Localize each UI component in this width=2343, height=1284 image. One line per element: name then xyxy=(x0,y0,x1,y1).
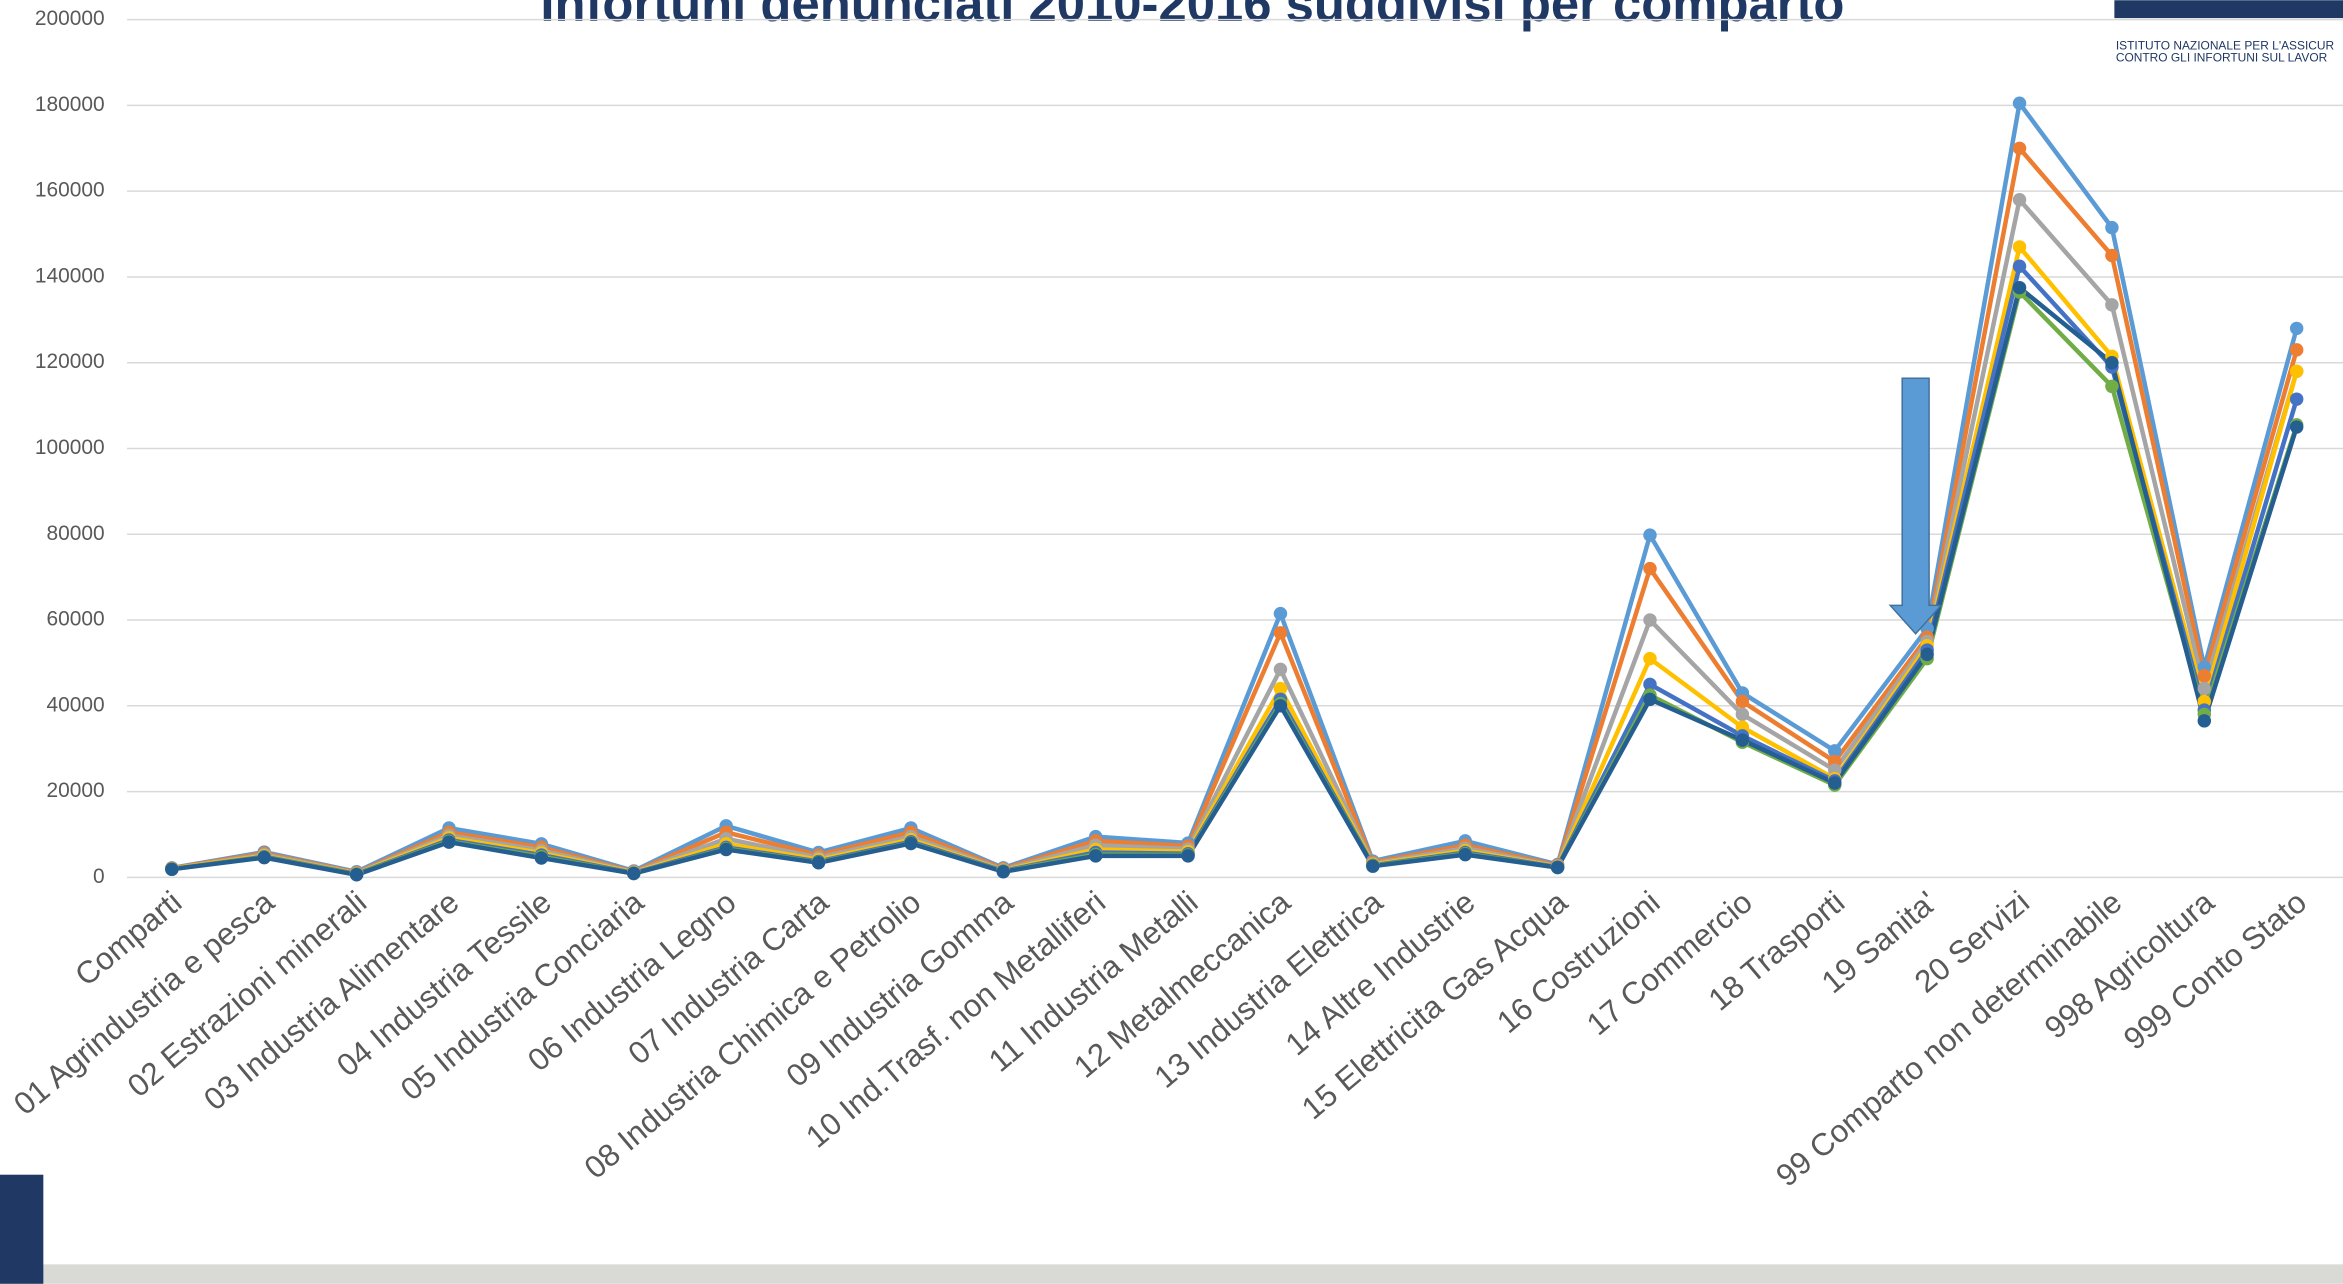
series-marker xyxy=(1643,561,1657,576)
y-tick-label: 60000 xyxy=(46,608,104,631)
series-marker xyxy=(1273,662,1288,677)
logo-mark xyxy=(2114,0,2343,19)
series-marker xyxy=(2289,420,2304,434)
y-tick-label: 20000 xyxy=(46,779,104,802)
series-marker xyxy=(2105,220,2119,235)
series-marker xyxy=(2012,240,2027,254)
logo-text: CONTRO GLI INFORTUNI SUL LAVOR xyxy=(2116,50,2328,64)
series-line xyxy=(171,101,2299,875)
series-marker xyxy=(1735,707,1750,722)
logo-text: ISTITUTO NAZIONALE PER L'ASSICUR xyxy=(2116,39,2335,53)
series-marker xyxy=(811,856,826,870)
y-tick-label: 180000 xyxy=(35,93,105,116)
series-marker xyxy=(1920,647,1934,662)
series-marker xyxy=(2012,141,2027,156)
series-marker xyxy=(2105,379,2119,394)
series-marker xyxy=(349,868,364,882)
series-marker xyxy=(1643,528,1657,542)
series-marker xyxy=(2012,193,2027,207)
y-tick-label: 100000 xyxy=(35,436,105,459)
series-line xyxy=(171,146,2299,875)
footer-logo-box xyxy=(0,1174,44,1284)
series-marker xyxy=(1735,733,1750,747)
series-marker xyxy=(2012,96,2027,110)
x-tick-label: 17 Commercio xyxy=(1580,884,1759,1042)
series-marker xyxy=(719,842,733,857)
y-tick-label: 140000 xyxy=(35,264,105,287)
series-marker xyxy=(1828,744,1842,758)
series-marker xyxy=(1273,626,1288,640)
series-marker xyxy=(1273,699,1288,713)
series-marker xyxy=(1550,860,1565,875)
series-marker xyxy=(1088,849,1103,863)
arrow xyxy=(1888,377,1943,635)
series-marker xyxy=(2012,280,2027,295)
x-tick-label: 16 Costruzioni xyxy=(1490,884,1666,1040)
series-marker xyxy=(996,865,1011,879)
series-line xyxy=(171,285,2299,878)
y-tick-label: 120000 xyxy=(35,350,105,373)
series-marker xyxy=(2105,248,2119,263)
series-marker xyxy=(1458,847,1472,862)
series-marker xyxy=(2289,364,2304,379)
series-marker xyxy=(627,866,641,881)
series-marker xyxy=(2197,669,2212,683)
series-marker xyxy=(1273,606,1288,621)
x-tick-label: 08 Industria Chimica e Petrolio xyxy=(578,884,928,1185)
series-marker xyxy=(2105,355,2119,370)
series-marker xyxy=(1366,859,1380,873)
series-marker xyxy=(1181,849,1195,863)
y-tick-label: 200000 xyxy=(35,7,105,30)
series-marker xyxy=(1273,681,1288,696)
series-marker xyxy=(165,862,179,876)
series-marker xyxy=(1643,613,1657,627)
series-marker xyxy=(2289,392,2304,406)
y-tick-label: 80000 xyxy=(46,522,104,545)
series-marker xyxy=(2289,343,2304,357)
series-marker xyxy=(1643,677,1657,692)
series-marker xyxy=(2105,298,2119,312)
series-marker xyxy=(534,851,549,865)
series-marker xyxy=(2197,681,2212,696)
y-tick-label: 160000 xyxy=(35,179,105,202)
chart-title: Infortuni denunciati 2010-2016 suddivisi… xyxy=(540,0,1844,32)
series-marker xyxy=(2012,259,2027,273)
series-marker xyxy=(2289,321,2304,336)
y-tick-label: 0 xyxy=(93,865,105,888)
series-marker xyxy=(257,850,271,865)
series-marker xyxy=(1643,692,1657,707)
plot: 0 20000 40000 60000 80000 100000 120000 140000 1… xyxy=(7,7,2343,1193)
series-marker xyxy=(1735,694,1750,709)
series-marker xyxy=(1643,651,1657,666)
footer-bar xyxy=(0,1264,2343,1284)
series-marker xyxy=(1828,776,1842,790)
series-line xyxy=(171,197,2299,876)
series-marker xyxy=(904,836,918,851)
y-tick-label: 40000 xyxy=(46,693,104,716)
series-marker xyxy=(2197,714,2212,728)
series-marker xyxy=(442,835,456,849)
